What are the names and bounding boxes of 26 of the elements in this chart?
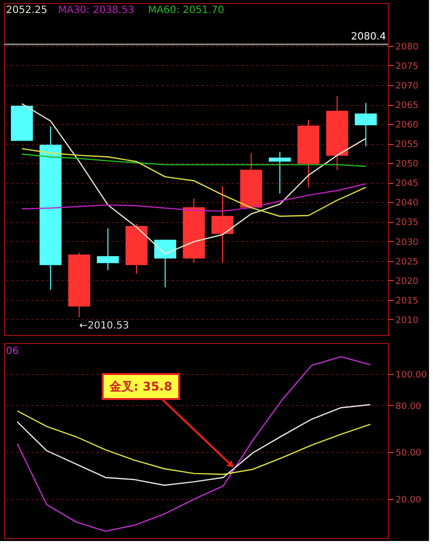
y-tick-label: 2050 xyxy=(396,160,419,170)
y-tick-label: 2055 xyxy=(396,140,418,150)
y-tick-label: 2045 xyxy=(396,179,418,190)
ref-line-label: 2080.4 xyxy=(351,31,386,42)
y-tick-label: 2010 xyxy=(396,316,419,326)
annotation: MA60: 2051.70 xyxy=(148,5,224,16)
y-tick-label: 100.00 xyxy=(396,370,428,381)
annotation: 06 xyxy=(6,346,19,357)
y-tick-label: 2080 xyxy=(396,42,419,52)
annotation: 金叉: 35.8 xyxy=(108,379,172,394)
y-tick-label: 2065 xyxy=(396,101,418,112)
y-tick-label: 2035 xyxy=(396,218,418,228)
y-tick-label: 2075 xyxy=(396,62,418,72)
annotation: ←2010.53 xyxy=(79,320,129,332)
y-tick-label: 2020 xyxy=(396,276,419,287)
y-tick-label: 80.00 xyxy=(396,402,422,412)
y-tick-label: 2060 xyxy=(396,120,419,131)
annotation: MA30: 2038.53 xyxy=(58,5,134,16)
y-tick-label: 2015 xyxy=(396,296,418,306)
y-tick-label: 2070 xyxy=(396,82,419,92)
y-tick-label: 2025 xyxy=(396,257,418,268)
y-tick-label: 2040 xyxy=(396,198,419,209)
y-tick-label: 50.00 xyxy=(396,448,422,459)
y-tick-label: 2030 xyxy=(396,238,419,248)
annotation: 2052.25 xyxy=(6,5,48,16)
y-tick-label: 20.00 xyxy=(396,496,422,506)
